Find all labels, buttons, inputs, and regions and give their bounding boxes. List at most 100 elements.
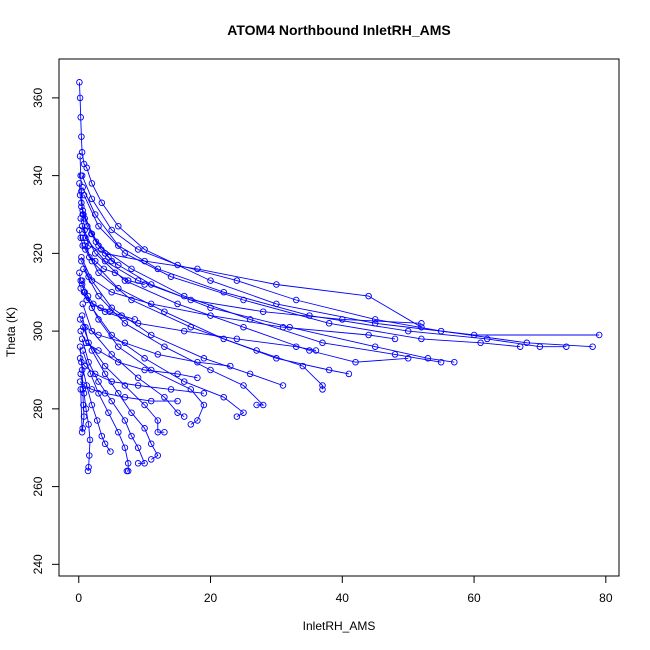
x-tick-label: 40 [336, 591, 350, 605]
data-point [273, 300, 280, 308]
data-point [95, 269, 102, 277]
data-point [563, 343, 570, 350]
data-point [78, 335, 86, 343]
data-point [339, 316, 346, 323]
data-point [76, 180, 83, 187]
data-point [84, 292, 92, 300]
data-point [240, 409, 247, 416]
data-point [141, 460, 148, 467]
data-point [180, 327, 188, 335]
data-point [220, 288, 227, 296]
data-point [83, 296, 90, 304]
data-point [141, 355, 148, 362]
data-point [134, 320, 142, 327]
data-point [115, 358, 122, 366]
series-line [80, 260, 396, 340]
data-point [167, 273, 175, 280]
data-point [595, 331, 603, 339]
data-point [154, 351, 162, 358]
data-point [77, 386, 84, 393]
data-point [76, 355, 84, 362]
data-point [79, 211, 86, 218]
data-point [174, 397, 181, 405]
data-point [180, 413, 188, 420]
data-point [128, 265, 135, 273]
data-point [95, 316, 102, 323]
data-point [279, 323, 287, 331]
data-point [124, 277, 132, 284]
data-point [477, 339, 484, 347]
data-point [124, 460, 132, 467]
y-tick-label: 280 [31, 399, 45, 419]
data-point [207, 312, 214, 319]
data-point [187, 323, 195, 331]
data-point [141, 246, 148, 253]
data-point [98, 432, 106, 440]
x-tick-label: 60 [467, 591, 481, 605]
data-point [80, 413, 88, 420]
data-point [483, 335, 491, 343]
series-line [83, 194, 521, 348]
data-point [147, 456, 155, 463]
data-point [470, 331, 478, 339]
data-point [134, 444, 142, 451]
data-point [220, 393, 227, 401]
data-point [319, 386, 326, 393]
data-point [78, 203, 85, 210]
data-point [404, 327, 412, 335]
y-tick-label: 320 [31, 243, 45, 263]
data-point [371, 316, 379, 323]
data-point [115, 285, 122, 292]
data-point [79, 425, 86, 432]
series-line [80, 206, 455, 363]
data-point [253, 347, 260, 354]
data-point [88, 386, 96, 393]
data-point [101, 440, 109, 448]
data-point [292, 296, 300, 304]
chart-title: ATOM4 Northbound InletRH_AMS [227, 22, 450, 38]
series-line [78, 272, 135, 320]
data-point [121, 320, 129, 327]
data-point [79, 386, 86, 393]
data-point [246, 370, 254, 378]
data-point [107, 448, 114, 455]
y-tick-label: 300 [31, 321, 45, 341]
data-point [286, 323, 293, 331]
data-point [154, 265, 162, 273]
series-line [83, 268, 265, 406]
data-point [77, 277, 84, 284]
data-point [77, 327, 84, 335]
data-point [82, 234, 89, 242]
x-tick-label: 20 [204, 591, 218, 605]
data-point [121, 339, 129, 347]
data-point [233, 413, 241, 420]
data-point [85, 339, 92, 347]
data-point [76, 152, 84, 160]
data-point [371, 320, 379, 327]
data-point [418, 335, 425, 343]
data-point [108, 304, 115, 312]
data-point [118, 312, 125, 319]
data-point [82, 246, 89, 253]
data-point [141, 257, 148, 265]
data-point [87, 370, 94, 378]
data-point [91, 211, 99, 218]
series-points [76, 79, 603, 475]
data-point [88, 195, 96, 203]
data-point [345, 370, 353, 378]
data-point [78, 281, 86, 288]
data-point [128, 432, 135, 440]
y-axis: 240 260 280 300 320 340 360 [31, 88, 60, 574]
data-point [79, 207, 86, 214]
data-point [437, 327, 445, 335]
data-point [95, 222, 102, 230]
data-point [233, 277, 241, 284]
data-point [101, 362, 109, 370]
data-point [95, 378, 102, 385]
data-point [108, 226, 115, 234]
data-point [536, 343, 544, 350]
y-tick-label: 340 [31, 165, 45, 185]
data-point [115, 242, 122, 249]
data-point [88, 304, 96, 312]
data-point [86, 436, 94, 444]
